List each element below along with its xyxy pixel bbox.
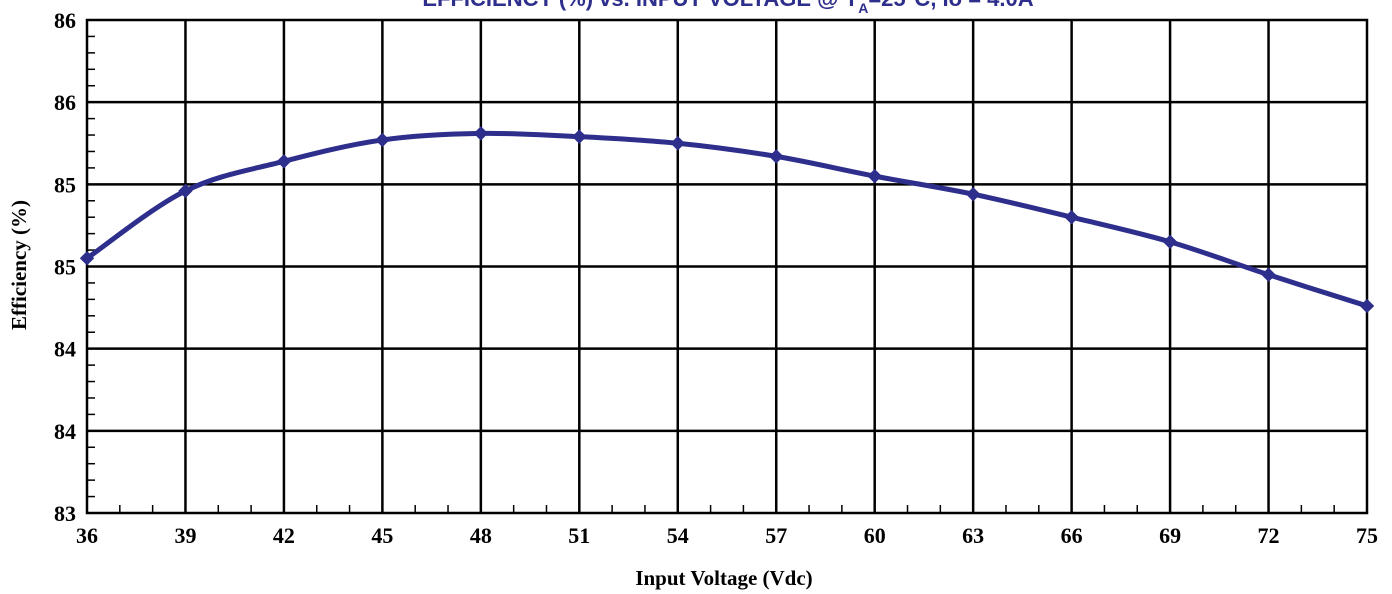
chart-title-subscript: A bbox=[858, 0, 868, 16]
data-point-marker bbox=[965, 186, 981, 202]
x-tick-label: 60 bbox=[864, 523, 886, 548]
data-point-marker bbox=[473, 126, 489, 141]
y-tick-label: 83 bbox=[54, 501, 76, 526]
data-point-marker bbox=[375, 132, 390, 148]
x-tick-label: 36 bbox=[76, 523, 98, 548]
x-tick-label: 75 bbox=[1356, 523, 1378, 548]
x-tick-label: 69 bbox=[1159, 523, 1181, 548]
y-axis-title: Efficiency (%) bbox=[7, 200, 31, 330]
data-point-marker bbox=[276, 154, 292, 169]
data-point-marker bbox=[769, 149, 784, 164]
x-tick-label: 39 bbox=[174, 523, 196, 548]
x-tick-label: 57 bbox=[765, 523, 787, 548]
y-tick-label: 85 bbox=[54, 172, 76, 197]
y-tick-label: 84 bbox=[54, 419, 76, 444]
data-point-marker bbox=[1162, 234, 1178, 250]
data-point-marker bbox=[79, 251, 95, 266]
grid bbox=[87, 20, 1367, 513]
chart-title: EFFICIENCY (%) vs. INPUT VOLTAGE @ TA=25… bbox=[422, 0, 1033, 16]
plot-area-border bbox=[85, 18, 1369, 515]
x-tick-label: 63 bbox=[962, 523, 984, 548]
data-point-marker bbox=[178, 183, 193, 199]
y-tick-labels: 83 84 84 85 85 86 86 bbox=[54, 8, 76, 526]
x-tick-label: 66 bbox=[1061, 523, 1083, 548]
minor-ticks bbox=[86, 19, 1368, 514]
x-tick-label: 54 bbox=[667, 523, 689, 548]
chart-title-suffix: =25°C, Io = 4.0A bbox=[868, 0, 1033, 11]
series-layer bbox=[79, 126, 1375, 314]
x-tick-labels: 36 39 42 45 48 51 54 57 60 63 66 69 72 75 bbox=[76, 523, 1378, 548]
data-point-marker bbox=[1261, 267, 1276, 282]
data-point-marker bbox=[1359, 298, 1375, 314]
x-tick-label: 72 bbox=[1258, 523, 1280, 548]
y-tick-label: 86 bbox=[54, 90, 76, 115]
x-tick-label: 45 bbox=[371, 523, 393, 548]
data-point-marker bbox=[572, 129, 587, 144]
x-tick-label: 42 bbox=[273, 523, 295, 548]
data-point-marker bbox=[867, 168, 882, 184]
data-point-marker bbox=[1064, 209, 1079, 225]
plot-frame bbox=[85, 18, 1369, 515]
x-tick-label: 51 bbox=[568, 523, 590, 548]
x-tick-label: 48 bbox=[470, 523, 492, 548]
data-point-marker bbox=[670, 136, 685, 151]
chart-title-main: EFFICIENCY (%) vs. INPUT VOLTAGE @ T bbox=[422, 0, 858, 11]
y-tick-label: 84 bbox=[54, 337, 76, 362]
y-tick-label: 86 bbox=[54, 8, 76, 33]
x-axis-title: Input Voltage (Vdc) bbox=[635, 566, 812, 590]
y-tick-label: 85 bbox=[54, 255, 76, 280]
